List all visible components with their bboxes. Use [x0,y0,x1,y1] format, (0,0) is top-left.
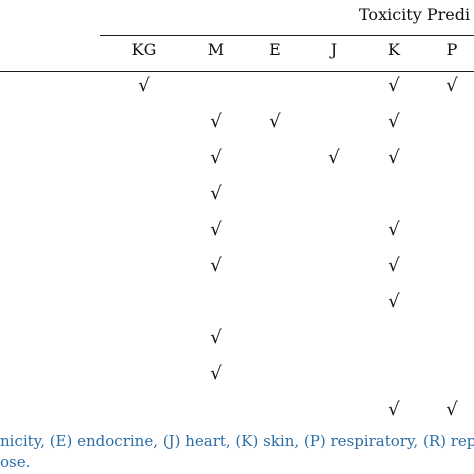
check-mark-e: √ [269,111,281,132]
check-mark-m: √ [210,327,222,348]
check-mark-k: √ [388,399,400,420]
check-mark-p: √ [446,75,458,96]
check-mark-m: √ [210,219,222,240]
table-footnote-continued: ose. [0,453,31,471]
column-header-m: M [207,40,225,59]
column-header-j: J [330,40,338,59]
table-title: Toxicity Predi [359,5,471,24]
check-mark-k: √ [388,255,400,276]
column-header-k: K [388,40,400,59]
check-mark-k: √ [388,111,400,132]
check-mark-kg: √ [138,75,150,96]
check-mark-m: √ [210,363,222,384]
check-mark-m: √ [210,183,222,204]
check-mark-m: √ [210,147,222,168]
check-mark-k: √ [388,75,400,96]
column-header-p: P [446,40,458,59]
column-header-kg: KG [131,40,157,59]
check-mark-j: √ [328,147,340,168]
top-rule [100,35,474,36]
check-mark-k: √ [388,291,400,312]
check-mark-k: √ [388,219,400,240]
column-header-e: E [269,40,281,59]
check-mark-k: √ [388,147,400,168]
check-mark-m: √ [210,255,222,276]
header-rule [0,71,474,72]
table-footnote: nicity, (E) endocrine, (J) heart, (K) sk… [0,432,474,450]
check-mark-p: √ [446,399,458,420]
check-mark-m: √ [210,111,222,132]
